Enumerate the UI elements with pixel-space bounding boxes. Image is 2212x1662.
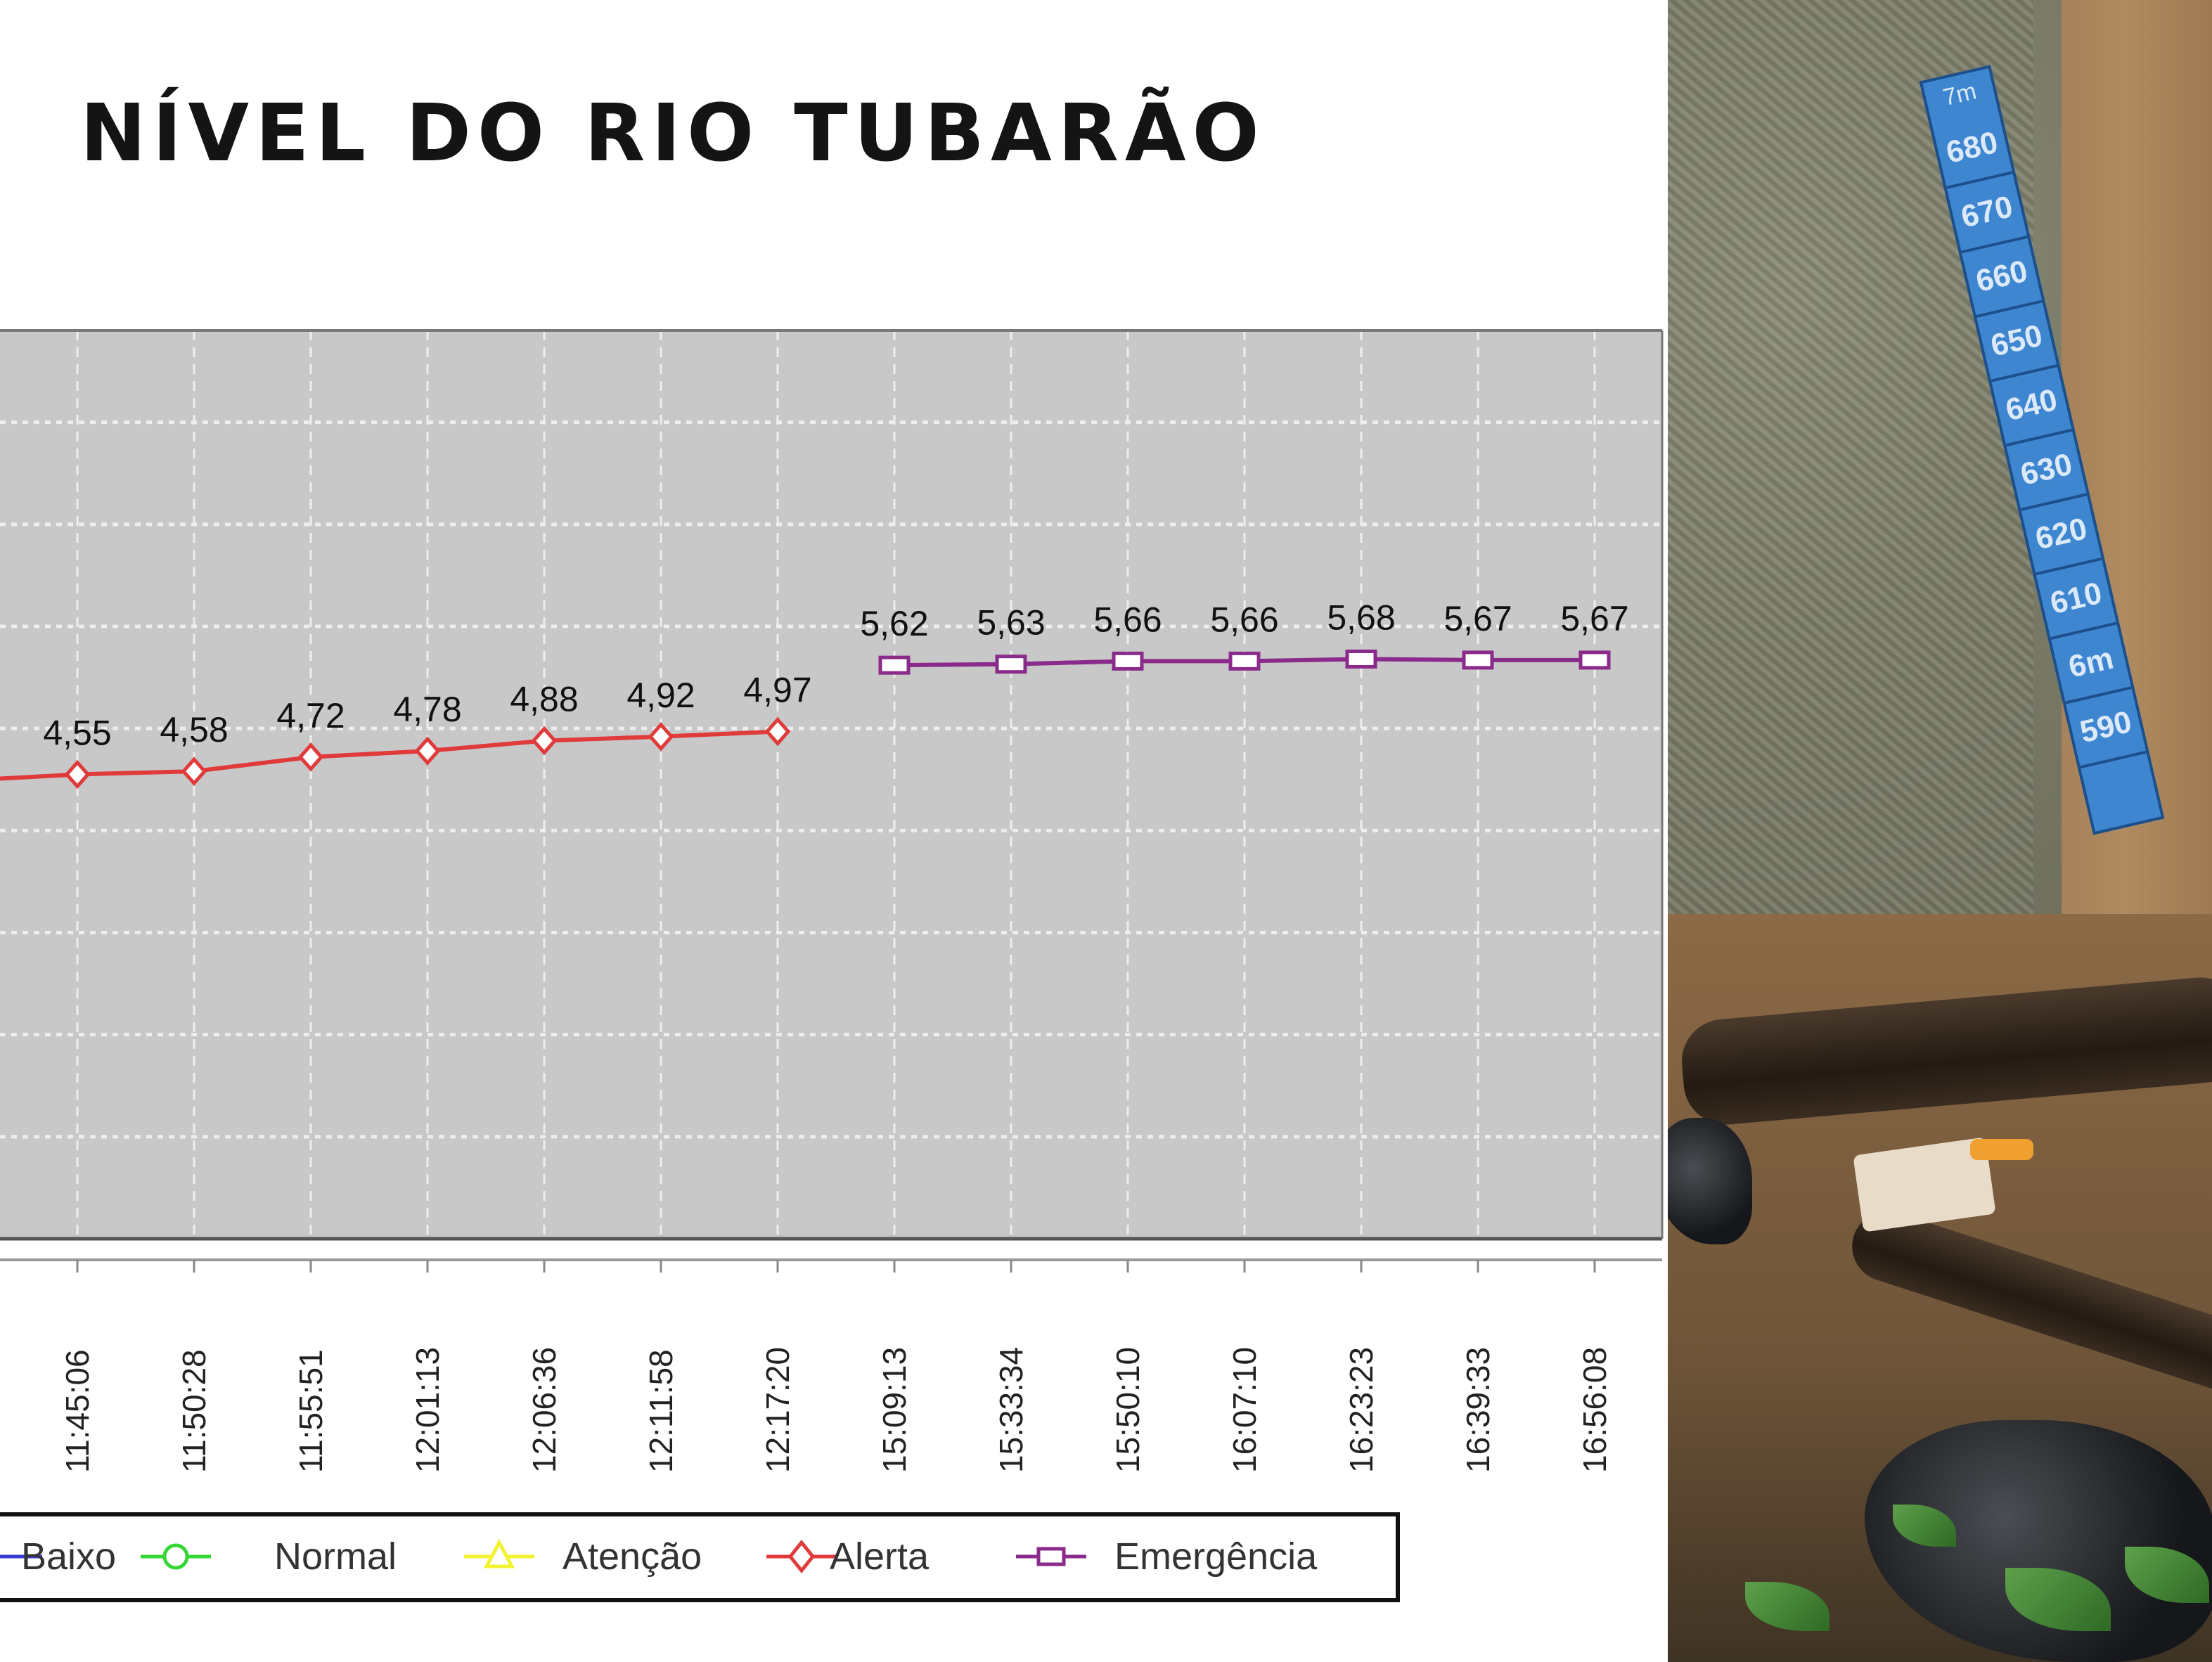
alerta-marker (64, 759, 91, 790)
emergencia-marker (878, 655, 911, 675)
legend-label: Baixo (21, 1535, 116, 1578)
x-tick-label: 12:17:20 (759, 1347, 796, 1473)
x-tick-label: 16:56:08 (1576, 1347, 1613, 1473)
series-line (0, 729, 778, 781)
x-tick-label: 16:23:23 (1343, 1347, 1380, 1473)
data-label: 4,88 (510, 680, 578, 719)
x-tick-label: 12:06:36 (526, 1347, 562, 1473)
series-alerta: 4,55 4,58 4,72 4,78 4,88 4,92 4,97 (0, 671, 812, 790)
legend-triangle-icon (483, 1538, 515, 1568)
x-tick-label: 11:50:28 (176, 1349, 212, 1473)
plot-area (0, 330, 1662, 1239)
data-label: 5,66 (1210, 600, 1278, 639)
river-gauge-photo (1668, 0, 2212, 1662)
emergencia-marker (1112, 651, 1144, 671)
x-tick-label: 15:33:34 (993, 1347, 1029, 1473)
x-tick-label: 11:55:51 (292, 1349, 329, 1473)
data-label: 5,63 (977, 603, 1045, 643)
page-title: NÍVEL DO RIO TUBARÃO (80, 88, 1266, 179)
data-label: 5,67 (1443, 599, 1512, 638)
data-label: 4,92 (626, 676, 695, 715)
legend-item-emergência: Emergência (1016, 1535, 1318, 1578)
gauge-mark-label: 590 (2066, 688, 2147, 769)
legend-item-baixo: Baixo (0, 1535, 116, 1578)
legend-item-normal: Normal (141, 1535, 397, 1578)
data-label: 4,97 (743, 671, 811, 710)
emergencia-marker (995, 655, 1027, 674)
data-label: 5,62 (860, 604, 928, 643)
x-tick-label: 12:11:58 (643, 1349, 679, 1473)
emergencia-marker (1578, 650, 1611, 670)
data-label: 4,72 (276, 696, 345, 735)
series-layer: 4,55 4,58 4,72 4,78 4,88 4,92 4,97 5,62 5,63 5,66… (0, 598, 1629, 790)
legend: Baixo Normal Atenção Alerta Emergência (0, 1512, 1400, 1602)
x-tick-label: 16:07:10 (1226, 1347, 1263, 1473)
x-tick-label: 12:01:13 (409, 1347, 446, 1473)
alerta-marker (181, 756, 207, 786)
legend-label: Atenção (562, 1535, 702, 1578)
emergencia-marker (1228, 651, 1261, 671)
grid-lines (0, 330, 1662, 1239)
data-label: 5,67 (1560, 599, 1628, 638)
series-emergência: 5,62 5,63 5,66 5,66 5,68 5,67 5,67 (860, 598, 1629, 675)
legend-diamond-icon (787, 1539, 816, 1574)
emergencia-marker (1462, 650, 1494, 670)
data-label: 4,78 (393, 690, 461, 729)
data-label: 4,55 (43, 713, 111, 752)
legend-label: Emergência (1114, 1535, 1318, 1578)
alerta-marker (648, 721, 674, 752)
legend-item-alerta: Alerta (766, 1535, 930, 1578)
legend-circle-icon (162, 1543, 189, 1570)
photo-plastic-bag (1668, 1118, 1752, 1244)
legend-item-atenção: Atenção (464, 1535, 702, 1578)
legend-square-icon (1036, 1547, 1066, 1566)
river-level-chart: 4,55 4,58 4,72 4,78 4,88 4,92 4,97 5,62 5,63 5,66… (0, 329, 1664, 1602)
data-label: 5,68 (1327, 598, 1395, 637)
x-tick-label: 15:09:13 (876, 1347, 913, 1473)
alerta-marker (531, 726, 558, 756)
alerta-marker (764, 716, 791, 747)
alerta-marker (414, 736, 441, 766)
x-tick-label: 11:45:06 (59, 1349, 96, 1473)
gauge-top-label: 7m (1940, 77, 1979, 112)
legend-label: Normal (274, 1535, 397, 1578)
x-tick-label: 15:50:10 (1110, 1347, 1146, 1473)
emergencia-marker (1345, 649, 1377, 669)
photo-debris (1970, 1139, 2033, 1160)
x-tick-labels: 11:45:06 11:50:28 11:55:51 12:01:13 12:06:36… (59, 1260, 1613, 1473)
legend-label: Alerta (830, 1535, 930, 1578)
alerta-marker (297, 742, 324, 772)
data-label: 5,66 (1093, 600, 1162, 639)
data-label: 4,58 (160, 710, 228, 749)
legend-box (0, 1512, 1400, 1602)
x-tick-label: 16:39:33 (1460, 1347, 1496, 1473)
